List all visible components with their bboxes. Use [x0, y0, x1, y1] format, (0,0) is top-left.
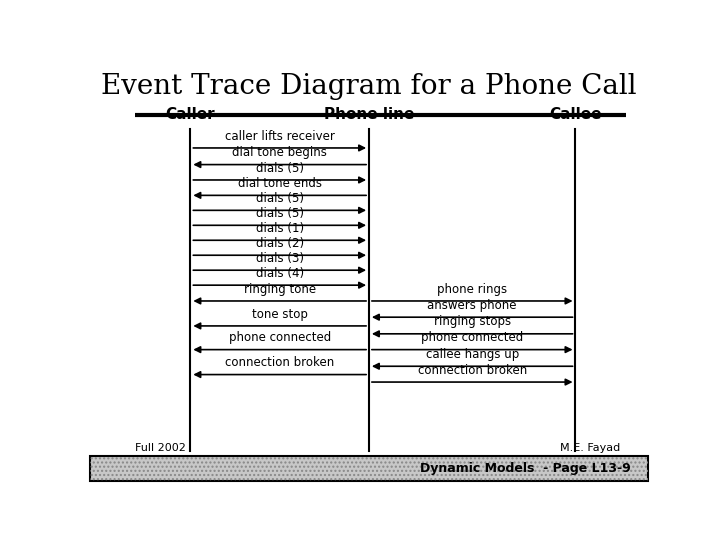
Text: dials (5): dials (5) — [256, 161, 304, 174]
Text: dial tone ends: dial tone ends — [238, 177, 322, 190]
Text: phone rings: phone rings — [437, 282, 508, 295]
Text: connection broken: connection broken — [225, 356, 334, 369]
Text: dials (4): dials (4) — [256, 267, 304, 280]
Text: Dynamic Models  - Page L13-9: Dynamic Models - Page L13-9 — [420, 462, 631, 475]
Text: Callee: Callee — [549, 107, 602, 122]
Text: answers phone: answers phone — [428, 299, 517, 312]
Text: Phone line: Phone line — [324, 107, 414, 122]
Text: tone stop: tone stop — [252, 307, 307, 321]
Text: dials (5): dials (5) — [256, 192, 304, 205]
Text: dial tone begins: dial tone begins — [233, 146, 327, 159]
Text: Event Trace Diagram for a Phone Call: Event Trace Diagram for a Phone Call — [102, 73, 636, 100]
Text: dials (3): dials (3) — [256, 252, 304, 265]
Text: Caller: Caller — [166, 107, 215, 122]
Text: M.E. Fayad: M.E. Fayad — [560, 443, 620, 453]
Text: ringing tone: ringing tone — [243, 282, 316, 295]
Bar — [90, 456, 648, 481]
Text: dials (1): dials (1) — [256, 222, 304, 235]
Text: phone connected: phone connected — [421, 331, 523, 344]
Text: ringing stops: ringing stops — [433, 315, 510, 328]
Text: Full 2002: Full 2002 — [135, 443, 186, 453]
Text: caller lifts receiver: caller lifts receiver — [225, 130, 335, 143]
Bar — [90, 456, 648, 481]
Text: callee hangs up: callee hangs up — [426, 348, 519, 361]
Text: dials (5): dials (5) — [256, 207, 304, 220]
Text: dials (2): dials (2) — [256, 237, 304, 250]
Text: phone connected: phone connected — [228, 331, 331, 344]
Text: connection broken: connection broken — [418, 363, 527, 377]
